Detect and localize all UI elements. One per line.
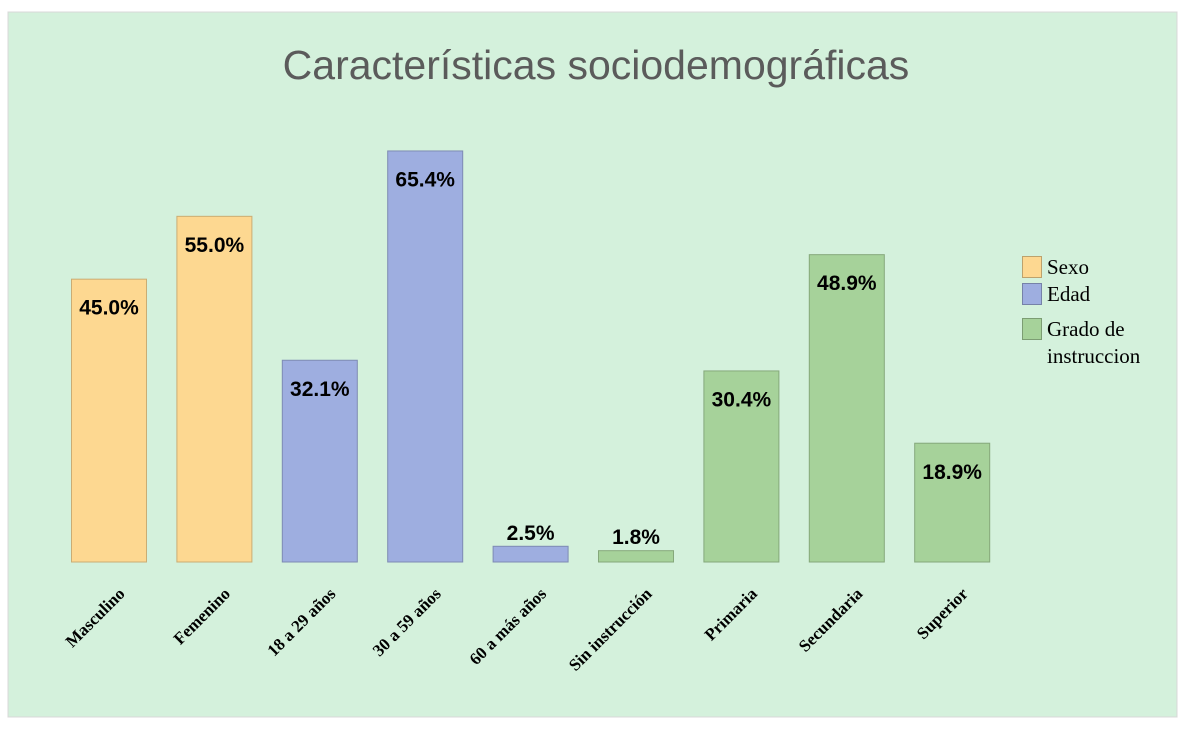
bar bbox=[703, 370, 780, 563]
bar bbox=[387, 150, 464, 563]
legend-swatch bbox=[1022, 283, 1042, 305]
value-label: 55.0% bbox=[185, 234, 245, 257]
bar bbox=[808, 254, 885, 563]
legend-swatch bbox=[1022, 318, 1042, 340]
legend-item: Edad bbox=[1022, 281, 1162, 308]
bar bbox=[176, 215, 253, 563]
legend-item: Grado de instruccion bbox=[1022, 316, 1162, 370]
legend-label: Grado de instruccion bbox=[1047, 317, 1141, 368]
bar bbox=[914, 442, 991, 563]
legend-swatch bbox=[1022, 256, 1042, 278]
chart-title: Características sociodemográficas bbox=[283, 42, 910, 88]
value-label: 30.4% bbox=[712, 388, 772, 411]
legend-item: Sexo bbox=[1022, 254, 1162, 281]
bar bbox=[71, 278, 147, 563]
bar bbox=[281, 359, 358, 563]
value-label: 2.5% bbox=[507, 522, 555, 545]
bar bbox=[598, 550, 674, 563]
legend: Sexo Edad Grado de instruccion bbox=[1022, 254, 1162, 378]
value-label: 32.1% bbox=[290, 378, 350, 401]
bar bbox=[492, 545, 569, 563]
value-label: 65.4% bbox=[395, 169, 455, 192]
value-label: 18.9% bbox=[922, 461, 982, 484]
legend-label: Sexo bbox=[1047, 255, 1089, 279]
value-label: 1.8% bbox=[612, 526, 660, 549]
value-label: 45.0% bbox=[79, 297, 139, 320]
value-label: 48.9% bbox=[817, 272, 877, 295]
legend-label: Edad bbox=[1047, 282, 1091, 306]
